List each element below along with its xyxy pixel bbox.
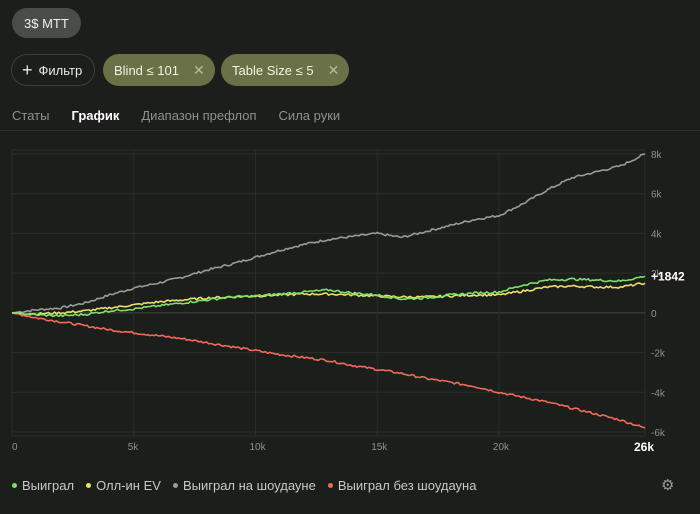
plus-icon: + bbox=[22, 60, 33, 80]
x-tick-label: 10k bbox=[249, 442, 266, 453]
y-tick-label: 4k bbox=[651, 229, 663, 240]
legend-dot-allin-ev bbox=[86, 483, 92, 488]
gear-icon[interactable]: ⚙ bbox=[661, 477, 675, 494]
y-tick-label: 6k bbox=[651, 190, 663, 201]
filter-chip-blind[interactable]: Blind ≤ 101 ✕ bbox=[103, 54, 215, 86]
tab-preflop-range[interactable]: Диапазон префлоп bbox=[141, 108, 257, 123]
legend-item-showdown[interactable]: Выиграл на шоудауне bbox=[172, 478, 316, 493]
plot-frame bbox=[11, 149, 646, 437]
tab-graph[interactable]: График bbox=[71, 108, 120, 123]
series-line-showdown bbox=[11, 153, 646, 314]
y-tick-label: 8k bbox=[651, 150, 663, 161]
game-type-label: 3$ MTT bbox=[24, 15, 69, 31]
legend-item-allin-ev[interactable]: Олл-ин EV bbox=[86, 478, 161, 493]
x-tick-label: 0 bbox=[12, 442, 18, 453]
y-tick-label: -4k bbox=[651, 388, 666, 399]
x-tick-label: 5k bbox=[128, 442, 140, 453]
filter-button[interactable]: + Фильтр bbox=[11, 54, 96, 86]
results-chart[interactable]: 8k 6k 4k 2k 0 -2k -4k -6k 0 5k 10k 15k 20k 26k +1842 bbox=[0, 140, 700, 470]
y-tick-label: 2k bbox=[651, 269, 663, 280]
legend-label: Олл-ин EV bbox=[96, 478, 161, 493]
filter-button-label: Фильтр bbox=[38, 62, 83, 78]
legend-item-won[interactable]: Выиграл bbox=[12, 478, 74, 493]
legend-label: Выиграл без шоудауна bbox=[337, 478, 477, 493]
tab-divider bbox=[0, 130, 700, 131]
x-tick-label: 20k bbox=[493, 442, 510, 453]
close-icon[interactable]: ✕ bbox=[327, 61, 340, 78]
game-type-chip[interactable]: 3$ MTT bbox=[12, 8, 81, 38]
legend-dot-showdown bbox=[172, 483, 178, 488]
filter-chip-table-size[interactable]: Table Size ≤ 5 ✕ bbox=[221, 54, 350, 86]
filter-chip-label: Table Size ≤ 5 bbox=[232, 62, 314, 78]
y-tick-label: 0 bbox=[651, 309, 657, 320]
tab-bar: Статы График Диапазон префлоп Сила руки bbox=[12, 108, 362, 123]
legend-label: Выиграл на шоудауне bbox=[182, 478, 316, 493]
chart-legend: Выиграл Олл-ин EV Выиграл на шоудауне Вы… bbox=[12, 478, 488, 493]
series-line-allin-ev bbox=[12, 282, 646, 316]
series-line-non-showdown bbox=[11, 312, 646, 429]
y-tick-label: -6k bbox=[651, 428, 666, 439]
end-value-label: +1842 bbox=[651, 269, 685, 283]
x-end-label: 26k bbox=[634, 440, 654, 454]
legend-dot-won bbox=[12, 483, 17, 488]
series-line-won bbox=[11, 275, 646, 318]
tab-stats[interactable]: Статы bbox=[12, 108, 50, 123]
filter-chip-label: Blind ≤ 101 bbox=[114, 62, 179, 78]
tab-hand-strength[interactable]: Сила руки bbox=[278, 108, 341, 123]
legend-label: Выиграл bbox=[22, 478, 75, 493]
x-tick-label: 15k bbox=[371, 442, 388, 453]
legend-item-non-showdown[interactable]: Выиграл без шоудауна bbox=[327, 478, 477, 493]
y-tick-label: -2k bbox=[651, 349, 666, 360]
legend-dot-non-showdown bbox=[327, 483, 333, 488]
close-icon[interactable]: ✕ bbox=[192, 61, 205, 78]
